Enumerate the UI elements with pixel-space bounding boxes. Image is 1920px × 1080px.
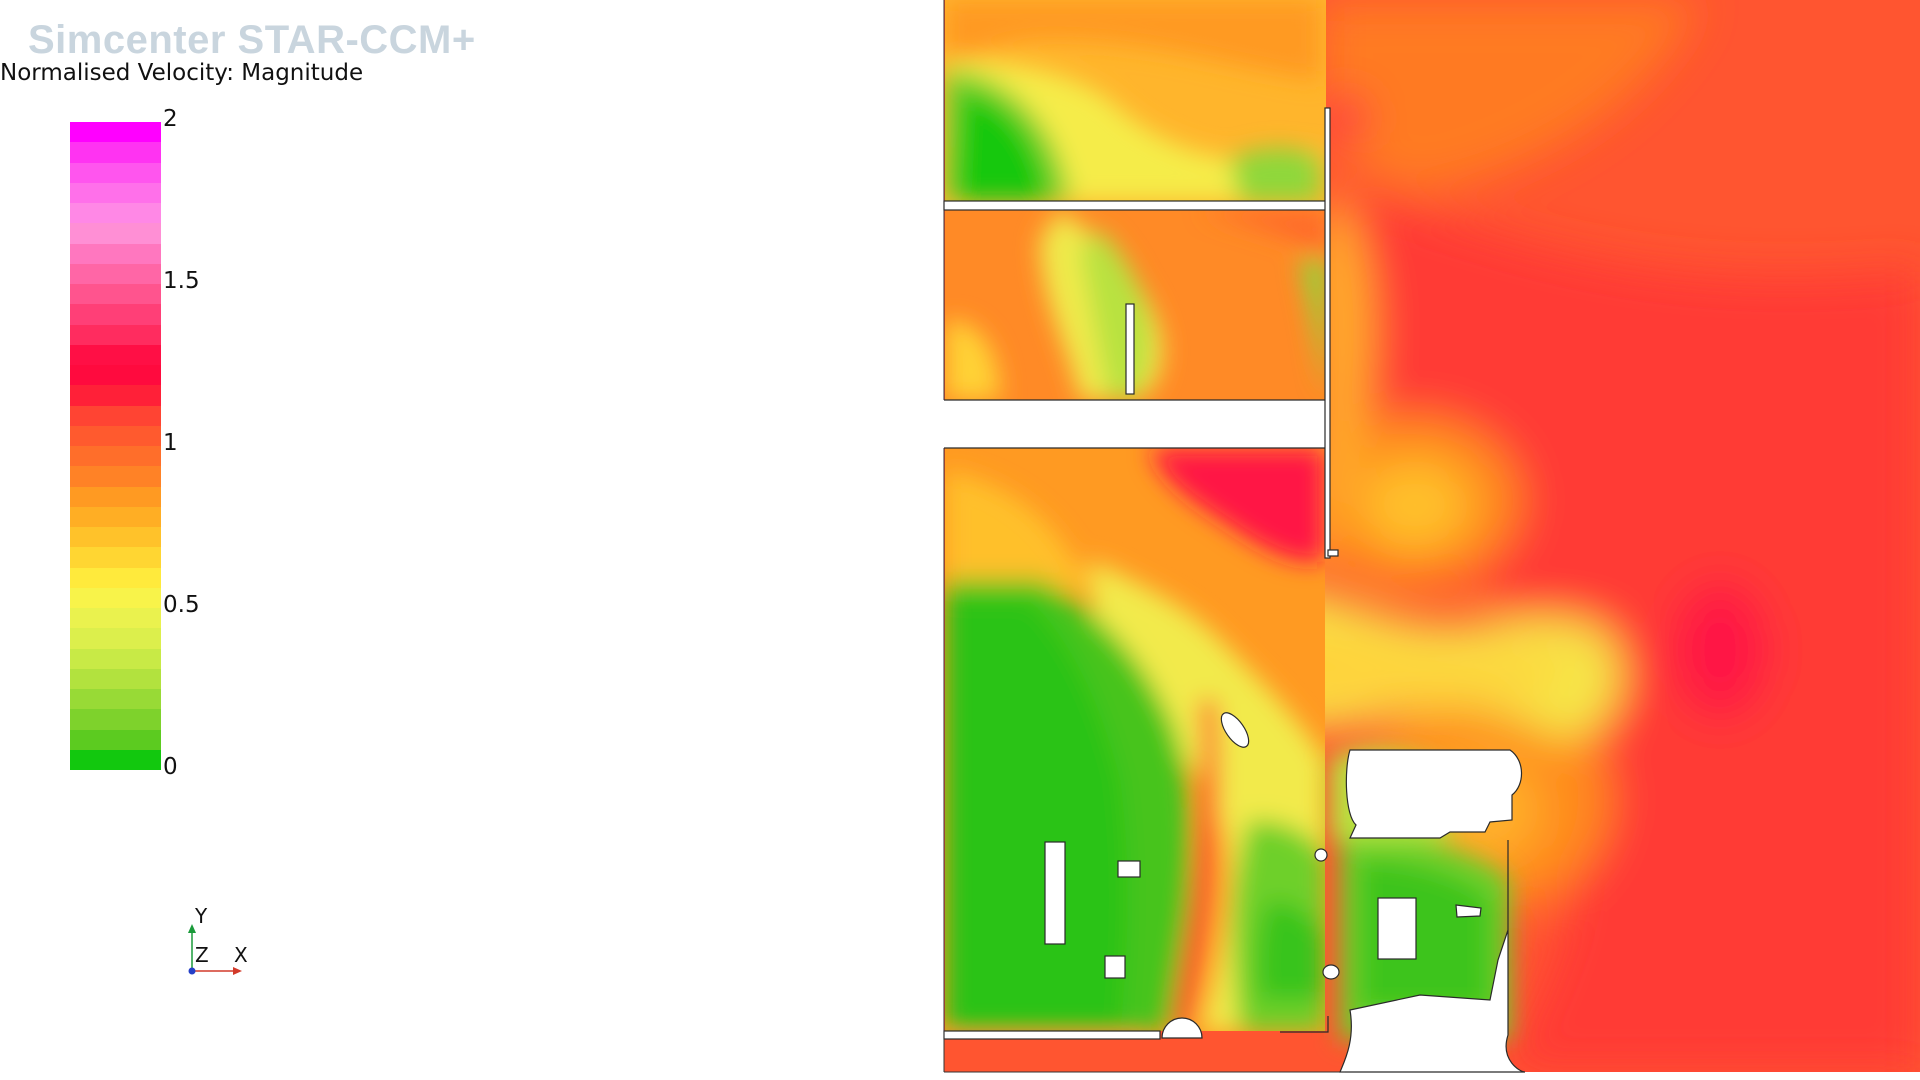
ellipse-obstacle <box>1220 712 1250 748</box>
scalar-bar-tick-max: 2 <box>163 106 178 132</box>
scalar-bar-band <box>70 365 161 386</box>
scalar-bar-band <box>70 405 161 426</box>
scalar-bar-tick-min: 0 <box>163 754 178 780</box>
half-dome <box>1161 1017 1203 1039</box>
scalar-bar-band <box>70 587 161 608</box>
scalar-bar-band <box>70 729 161 750</box>
axis-y-label: Y <box>195 904 208 928</box>
app-watermark: Simcenter STAR-CCM+ <box>28 18 476 62</box>
axis-triad-arrows <box>188 924 242 975</box>
scalar-bar-band <box>70 527 161 548</box>
block-tall <box>1044 841 1066 945</box>
scalar-bar-band <box>70 486 161 507</box>
scalar-bar-band <box>70 324 161 345</box>
scalar-bar-band <box>70 709 161 730</box>
axis-triad[interactable]: Y Z X <box>180 900 260 980</box>
domain-outline <box>943 0 1345 1073</box>
scalar-bar-tick-1.5: 1.5 <box>163 268 200 294</box>
scalar-bar-band <box>70 182 161 203</box>
solid-geometry <box>943 107 1526 1073</box>
scalar-bar-band <box>70 223 161 244</box>
scalar-bar-band <box>70 567 161 588</box>
scalar-bar-band <box>70 162 161 183</box>
scalar-bar-band <box>70 304 161 325</box>
scalar-bar-band <box>70 506 161 527</box>
scalar-bar-band <box>70 243 161 264</box>
scalar-bar-band <box>70 648 161 669</box>
scalar-bar-band <box>70 668 161 689</box>
column-post <box>1125 303 1135 395</box>
scalar-bar-band <box>70 203 161 224</box>
scalar-bar-title: Normalised Velocity: Magnitude <box>0 60 364 86</box>
scalar-bar-band <box>70 425 161 446</box>
scalar-bar[interactable] <box>70 122 161 770</box>
scalar-bar-band <box>70 385 161 406</box>
axis-z-label: Z <box>195 943 209 967</box>
scalar-bar-band <box>70 263 161 284</box>
box-obstacle <box>1377 897 1417 960</box>
vertical-screen <box>1324 107 1331 559</box>
scalar-bar-band <box>70 284 161 305</box>
scalar-bar-band <box>70 628 161 649</box>
scalar-bar-band <box>70 446 161 467</box>
vehicle-body-bottom <box>1339 840 1526 1073</box>
floor-slab-bottom <box>943 1030 1161 1040</box>
scalar-bar-band <box>70 547 161 568</box>
scalar-bar-band <box>70 344 161 365</box>
scalar-bar-band <box>70 122 161 143</box>
floor-slab-middle <box>944 400 1327 448</box>
scalar-bar-band <box>70 466 161 487</box>
scalar-bar-band <box>70 608 161 629</box>
scalar-bar-band <box>70 142 161 163</box>
scalar-bar-band <box>70 689 161 710</box>
vehicle-body-top <box>1345 749 1523 839</box>
floor-slab-top <box>943 200 1328 211</box>
scalar-bar-tick-0.5: 0.5 <box>163 592 200 618</box>
scalar-bar-band <box>70 749 161 770</box>
axis-x-label: X <box>234 943 248 967</box>
scalar-bar-tick-1: 1 <box>163 430 178 456</box>
velocity-contour-field <box>944 0 1920 1072</box>
